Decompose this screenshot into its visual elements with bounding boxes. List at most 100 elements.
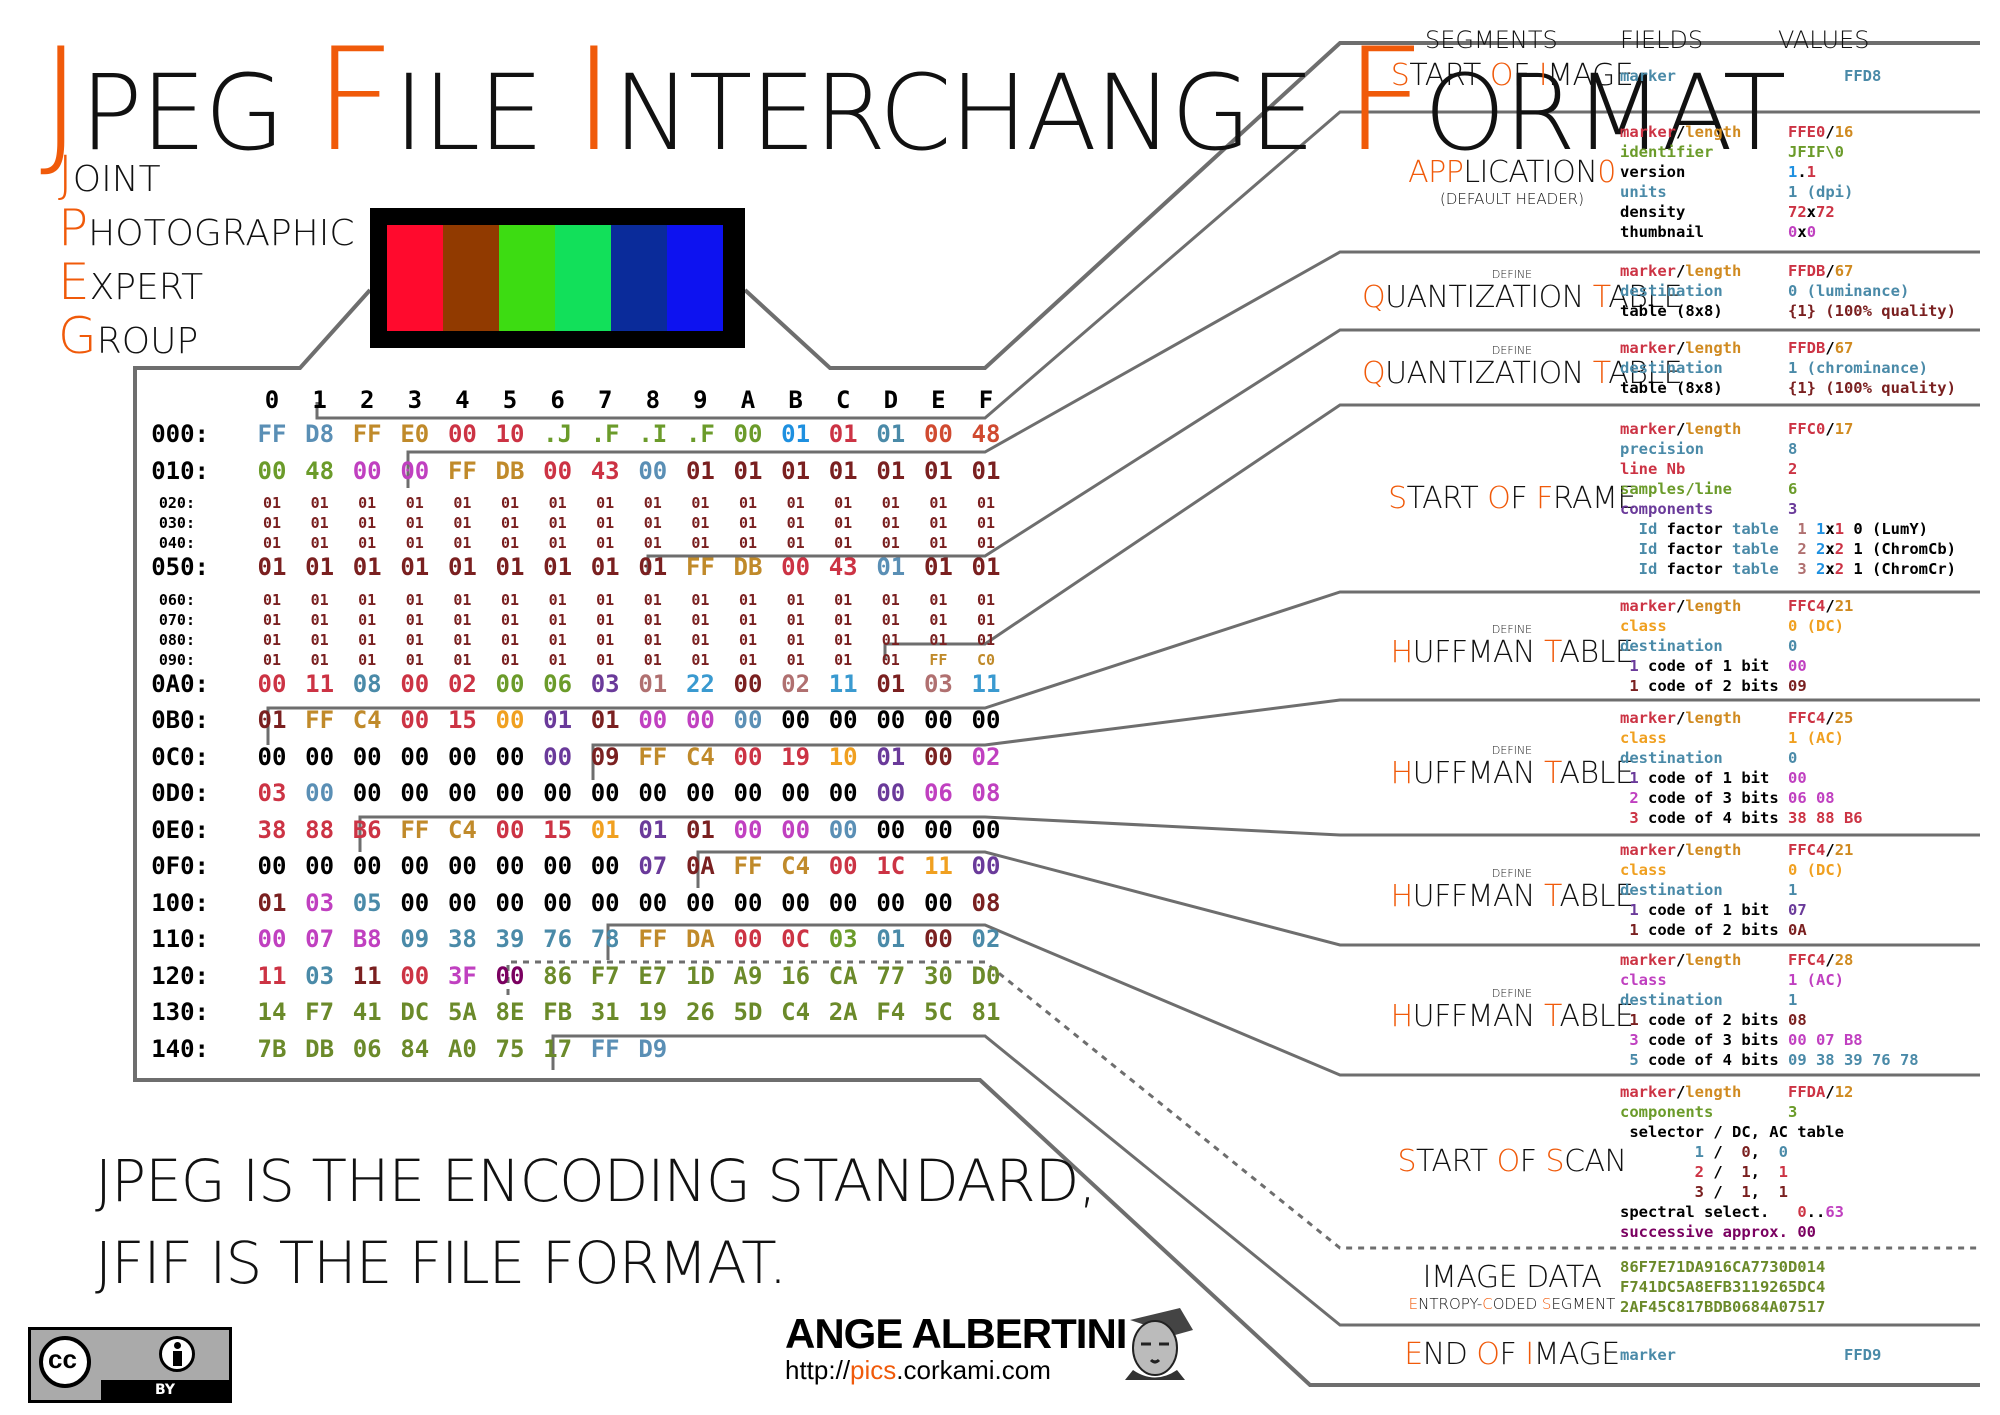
segment-fields: marker FFD8 [1620,66,1881,86]
hex-byte: 00 [352,742,382,771]
hex-byte: 06 [923,779,953,807]
hex-byte: FF [352,420,382,448]
hex-byte: 01 [358,610,377,629]
title-fragment: I [1538,58,1548,93]
hex-byte: 26 [685,998,715,1026]
field-fragment: 09 38 39 76 78 [1787,1051,1919,1069]
hex-byte: 01 [590,815,620,844]
field-fragment: 1 [1778,1162,1789,1181]
field-fragment: code of 1 bit [1648,768,1788,787]
hex-byte: 01 [781,420,811,448]
hex-byte: 00 [923,888,953,917]
title-part: J [40,18,82,183]
field-line: spectral select. 0..63 [1620,1202,1853,1222]
hex-byte: 00 [923,925,953,953]
title-fragment: LICATION [1463,155,1598,190]
field-fragment: 12 [1834,1082,1854,1101]
title-fragment: S [1390,58,1410,93]
field-fragment: 25 [1834,708,1854,727]
hex-byte: 01 [453,650,472,669]
hex-byte: 01 [543,706,573,734]
field-fragment [1685,460,1788,478]
hex-byte: C4 [447,815,477,844]
acronym-initial: P [58,199,89,257]
title-fragment: O [1496,1143,1521,1179]
line-dht3 [358,815,1980,852]
hex-byte: F7 [305,998,335,1026]
hex-byte: 01 [881,630,900,649]
title-fragment: IMAGE DATA [1422,1259,1602,1295]
hex-byte: 01 [305,553,335,581]
hex-byte: A9 [733,961,763,990]
hex-byte: 01 [828,420,858,448]
field-fragment: {1} (100% quality) [1787,302,1956,320]
hex-byte: 00 [590,888,620,917]
title-fragment: T [1592,356,1609,391]
field-fragment: 00 [1787,657,1807,675]
segment-fields: marker/length FFC4/21 class 0 (DC) destina… [1620,596,1853,696]
hex-byte: 01 [834,630,853,649]
hex-byte: 00 [638,706,668,734]
hex-byte: 14 [257,998,287,1026]
title-fragment: APP [1408,155,1464,190]
line-image-data [506,960,1980,1250]
hex-byte: 7B [257,1034,287,1063]
hex-byte: 02 [781,669,811,698]
hex-byte: 01 [976,590,996,609]
field-fragment: 1 [1620,768,1648,787]
hex-byte: 1D [685,961,715,990]
field-fragment: / [1676,597,1686,615]
hex-byte: 01 [881,610,900,629]
acronym-rest: OINT [72,159,161,200]
hex-column-header: C [835,386,851,414]
hex-byte: 43 [590,456,620,485]
hex-byte: 01 [881,650,900,669]
field-fragment [1723,881,1788,899]
hex-byte: 00 [733,706,763,734]
field-fragment: 0 [1787,748,1798,767]
field-line: thumbnail 0x0 [1620,222,1853,242]
title-part: F [1344,18,1426,183]
hex-byte: 43 [828,553,858,581]
url-suffix: .corkami.com [896,1355,1051,1385]
hex-byte: .J [543,420,573,448]
field-fragment: 1 [1806,163,1817,181]
hex-byte: 01 [685,815,715,844]
field-fragment [1741,1083,1788,1101]
field-fragment: 0 (DC) [1788,617,1844,635]
hex-byte: 10 [828,742,858,771]
hex-byte: 01 [405,534,424,552]
field-fragment: table (8x8) [1620,378,1723,397]
hex-byte: 00 [876,815,906,844]
hex-offset: 120: [151,961,209,990]
field-fragment: FFDA [1788,1082,1826,1101]
segment-dht2: DEFINE HUFFMAN TABLE marker/length FFC4/25… [1340,700,1960,835]
field-fragment [1723,359,1788,377]
field-line: 86F7E71DA916CA7730D014 [1620,1257,1825,1277]
hex-column-header: 9 [693,386,708,414]
segment-name: DEFINE HUFFMAN TABLE [1362,744,1662,791]
hex-byte: 01 [358,650,377,669]
header-segments: SEGMENTS [1425,26,1558,54]
field-fragment [1741,951,1788,969]
hex-byte: 00 [257,669,287,698]
field-fragment: 2 [1787,459,1798,478]
hex-byte: 00 [638,779,668,807]
hex-byte: 00 [733,815,763,844]
field-fragment: length [1685,708,1742,727]
field-line: marker/length FFDB/67 [1620,261,1956,281]
field-fragment [1723,379,1788,397]
author-url[interactable]: http://pics.corkami.com [785,1355,1051,1386]
color-swatch [667,225,723,331]
field-fragment [1741,262,1788,280]
field-line: F741DC5A8EFB3119265DC4 [1620,1277,1825,1297]
title-fragment: UFFMAN [1412,634,1545,670]
hex-byte: 00 [543,742,573,771]
segment-name: START OF IMAGE [1362,59,1662,93]
field-fragment: table (8x8) [1620,302,1723,320]
field-line: 2 code of 3 bits 06 08 [1620,788,1863,808]
hex-byte: 01 [262,630,282,649]
field-fragment: length [1685,597,1742,615]
hex-byte: 3F [447,961,477,990]
